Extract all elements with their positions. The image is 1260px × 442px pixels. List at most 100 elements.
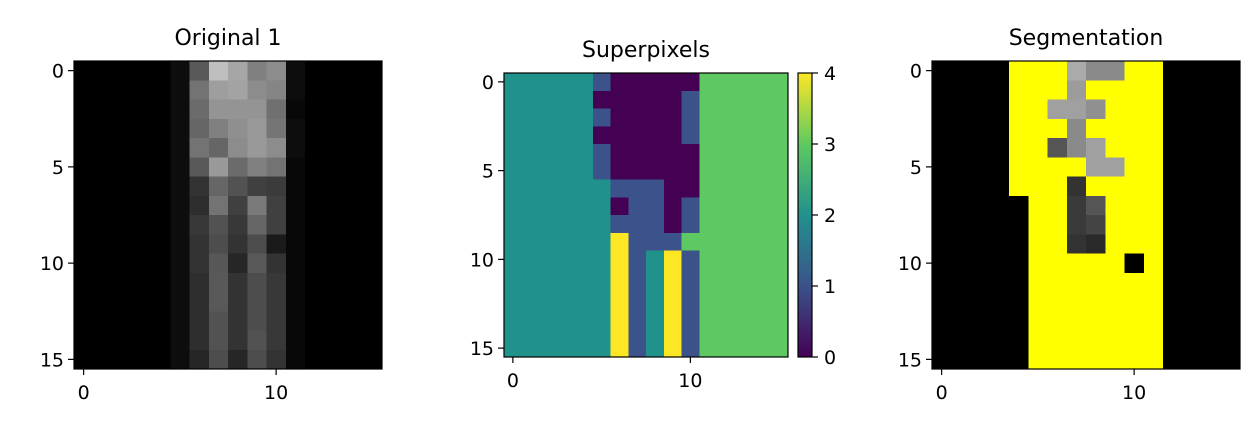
heatmap-cell [970,311,991,332]
heatmap-cell [1028,80,1049,101]
heatmap-cell [1201,61,1222,81]
heatmap-cell [699,73,718,92]
heatmap-cell [362,311,383,332]
heatmap-cell [189,311,210,332]
heatmap-cell [970,176,991,197]
heatmap-cell [504,90,523,110]
heatmap-cell [932,176,952,197]
heatmap-cell [539,179,558,198]
heatmap-cell [592,339,612,358]
heatmap-cell [362,80,383,101]
heatmap-cell [646,197,665,216]
heatmap-cell [74,61,94,81]
heatmap-cell [189,272,210,293]
x-tick-label: 10 [1122,382,1146,404]
chart-title: Superpixels [582,38,710,63]
heatmap-cell [539,250,558,269]
heatmap-cell [305,311,325,332]
heatmap-cell [970,292,991,312]
heatmap-cell [1105,234,1126,255]
colorbar-gradient-step [798,225,812,230]
heatmap-cell [681,250,700,269]
heatmap-cell [343,215,364,235]
heatmap-cell [362,292,383,312]
heatmap-cell [189,80,210,101]
heatmap-cell [557,197,576,216]
heatmap-cell [266,253,287,274]
heatmap-cell [628,286,647,305]
heatmap-cell [1086,138,1106,158]
heatmap-cell [74,176,94,197]
heatmap-cell [646,90,665,110]
heatmap-cell [628,197,647,216]
heatmap-cell [989,292,1010,312]
heatmap-cell [628,126,647,145]
heatmap-cell [343,80,364,101]
heatmap-cell [1124,272,1145,293]
heatmap-cell [628,250,647,269]
heatmap-cell [1009,253,1029,274]
heatmap-cell [1124,234,1145,255]
heatmap-cell [1047,61,1068,81]
heatmap-cell [1028,330,1049,351]
heatmap-cell [362,118,383,139]
heatmap-cell [112,292,133,312]
colorbar-gradient-step [798,172,812,177]
heatmap-cell [752,286,771,305]
heatmap-cell [699,268,718,287]
heatmap-cell [208,157,229,178]
heatmap-cell [266,330,287,351]
heatmap-cell [1201,253,1222,274]
heatmap-cell [1047,253,1068,274]
heatmap-cell [989,330,1010,351]
colorbar-gradient-step [798,310,812,315]
heatmap-cell [1047,118,1068,139]
heatmap-cell [592,73,612,92]
heatmap-cell [189,176,210,197]
heatmap-cell [717,339,736,358]
heatmap-cell [575,73,594,92]
heatmap-cell [1066,330,1087,351]
heatmap-cell [717,303,736,323]
heatmap-cell [734,321,754,340]
heatmap-cell [208,253,229,274]
heatmap-cell [734,303,754,323]
y-tick-label: 0 [52,61,64,83]
heatmap-cell [208,272,229,293]
heatmap-cell [208,99,229,120]
heatmap-cell [646,303,665,323]
heatmap-cell [1009,61,1029,81]
y-tick-label: 15 [898,349,922,371]
heatmap-cell [951,330,972,351]
heatmap-cell [575,215,594,234]
heatmap-cell [663,286,683,305]
x-tick-label: 0 [936,382,948,404]
heatmap-cell [1105,330,1126,351]
heatmap-cell [228,253,248,274]
heatmap-cell [932,311,952,332]
heatmap-cell [1047,138,1068,158]
heatmap-cell [504,126,523,145]
heatmap-cell [699,179,718,198]
heatmap-cell [734,268,754,287]
chart-panel-1: Original 1 0 5 10 15 0 10 [40,26,383,404]
heatmap-cell [112,61,133,81]
heatmap-cell [1028,176,1049,197]
heatmap-cell [970,330,991,351]
heatmap-cell [1124,215,1145,235]
heatmap-cell [93,118,114,139]
heatmap-cell [717,321,736,340]
heatmap-cell [1143,176,1164,197]
x-tick-label: 0 [507,370,519,392]
heatmap-cell [951,118,972,139]
heatmap-cell [989,157,1010,178]
heatmap-cell [1143,253,1164,274]
heatmap-cell [1163,253,1183,274]
heatmap-cell [1028,138,1049,158]
heatmap-cell [504,286,523,305]
heatmap-cell [324,253,345,274]
heatmap-cell [646,144,665,163]
heatmap-cell [1009,157,1029,178]
heatmap-cell [1143,311,1164,332]
heatmap-cell [1124,176,1145,197]
